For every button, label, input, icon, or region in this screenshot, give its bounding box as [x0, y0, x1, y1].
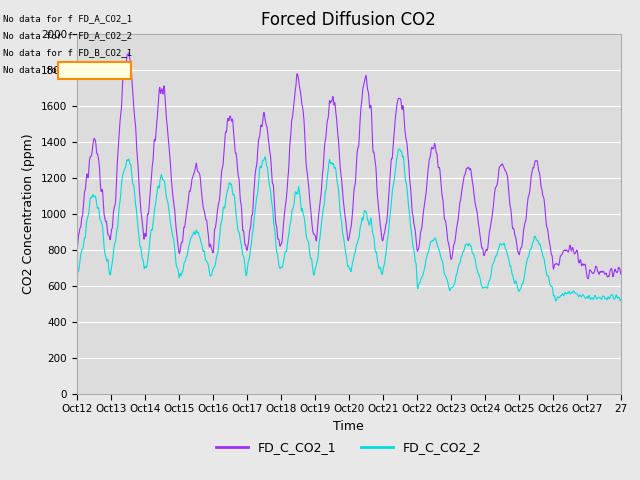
FD_C_CO2_1 — [557, 252, 564, 258]
FD_C_CO2_2 — [557, 293, 565, 299]
Text: No data for f FD_A_CO2_2: No data for f FD_A_CO2_2 — [3, 31, 132, 40]
Text: No data for f FD_B_CO2_1: No data for f FD_B_CO2_1 — [3, 48, 132, 57]
FD_C_CO2_1 — [158, 87, 166, 93]
Y-axis label: CO2 Concentration (ppm): CO2 Concentration (ppm) — [22, 133, 35, 294]
Text: No data for f FD_B_CO2_2: No data for f FD_B_CO2_2 — [3, 65, 132, 74]
X-axis label: Time: Time — [333, 420, 364, 432]
FD_C_CO2_2 — [158, 173, 166, 179]
FD_C_CO2_2 — [477, 282, 485, 288]
FD_C_CO2_1 — [324, 113, 332, 119]
FD_C_CO2_2 — [552, 298, 559, 304]
FD_C_CO2_1 — [73, 247, 81, 252]
FD_C_CO2_2 — [335, 185, 342, 191]
FD_C_CO2_1 — [611, 268, 618, 274]
FD_C_CO2_2 — [73, 270, 81, 276]
FD_C_CO2_2 — [611, 296, 618, 302]
FD_C_CO2_2 — [396, 146, 403, 152]
Text: No data for f FD_A_CO2_1: No data for f FD_A_CO2_1 — [3, 14, 132, 24]
FD_C_CO2_2 — [617, 297, 625, 303]
Line: FD_C_CO2_1: FD_C_CO2_1 — [77, 53, 621, 279]
FD_C_CO2_1 — [125, 50, 132, 56]
FD_C_CO2_1 — [477, 240, 485, 246]
Line: FD_C_CO2_2: FD_C_CO2_2 — [77, 149, 621, 301]
FD_C_CO2_2 — [324, 168, 332, 174]
Legend: FD_C_CO2_1, FD_C_CO2_2: FD_C_CO2_1, FD_C_CO2_2 — [211, 436, 486, 459]
Title: Forced Diffusion CO2: Forced Diffusion CO2 — [261, 11, 436, 29]
FD_C_CO2_1 — [335, 140, 342, 146]
FD_C_CO2_1 — [584, 276, 592, 282]
FD_C_CO2_1 — [617, 271, 625, 277]
